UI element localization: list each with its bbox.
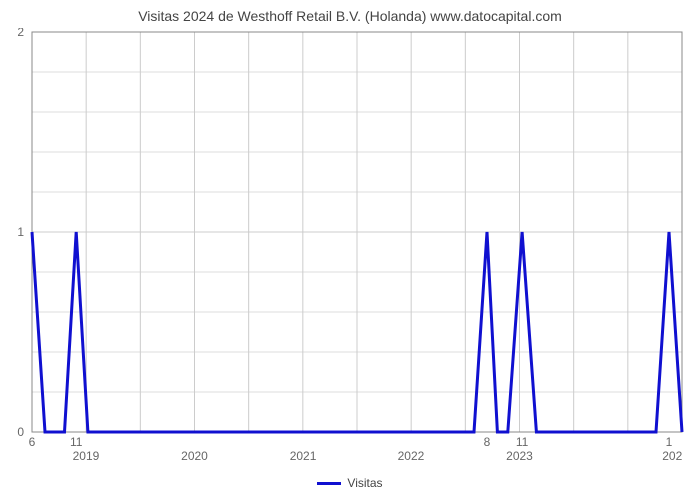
svg-text:1: 1 <box>17 225 24 239</box>
svg-text:202: 202 <box>662 449 682 463</box>
svg-text:8: 8 <box>484 435 491 449</box>
legend: Visitas <box>0 476 700 490</box>
svg-text:2023: 2023 <box>506 449 533 463</box>
svg-text:2021: 2021 <box>290 449 317 463</box>
legend-label: Visitas <box>347 476 382 490</box>
svg-text:2022: 2022 <box>398 449 425 463</box>
svg-text:1: 1 <box>666 435 673 449</box>
svg-text:2: 2 <box>17 28 24 39</box>
svg-text:2020: 2020 <box>181 449 208 463</box>
svg-text:11: 11 <box>516 435 529 449</box>
chart-plot: 012201920202021202220232026118111 <box>0 28 700 472</box>
svg-text:6: 6 <box>29 435 36 449</box>
chart-title: Visitas 2024 de Westhoff Retail B.V. (Ho… <box>0 8 700 24</box>
svg-text:2019: 2019 <box>73 449 100 463</box>
svg-text:11: 11 <box>70 435 83 449</box>
legend-swatch <box>317 482 341 485</box>
chart-container: Visitas 2024 de Westhoff Retail B.V. (Ho… <box>0 0 700 500</box>
svg-text:0: 0 <box>17 425 24 439</box>
